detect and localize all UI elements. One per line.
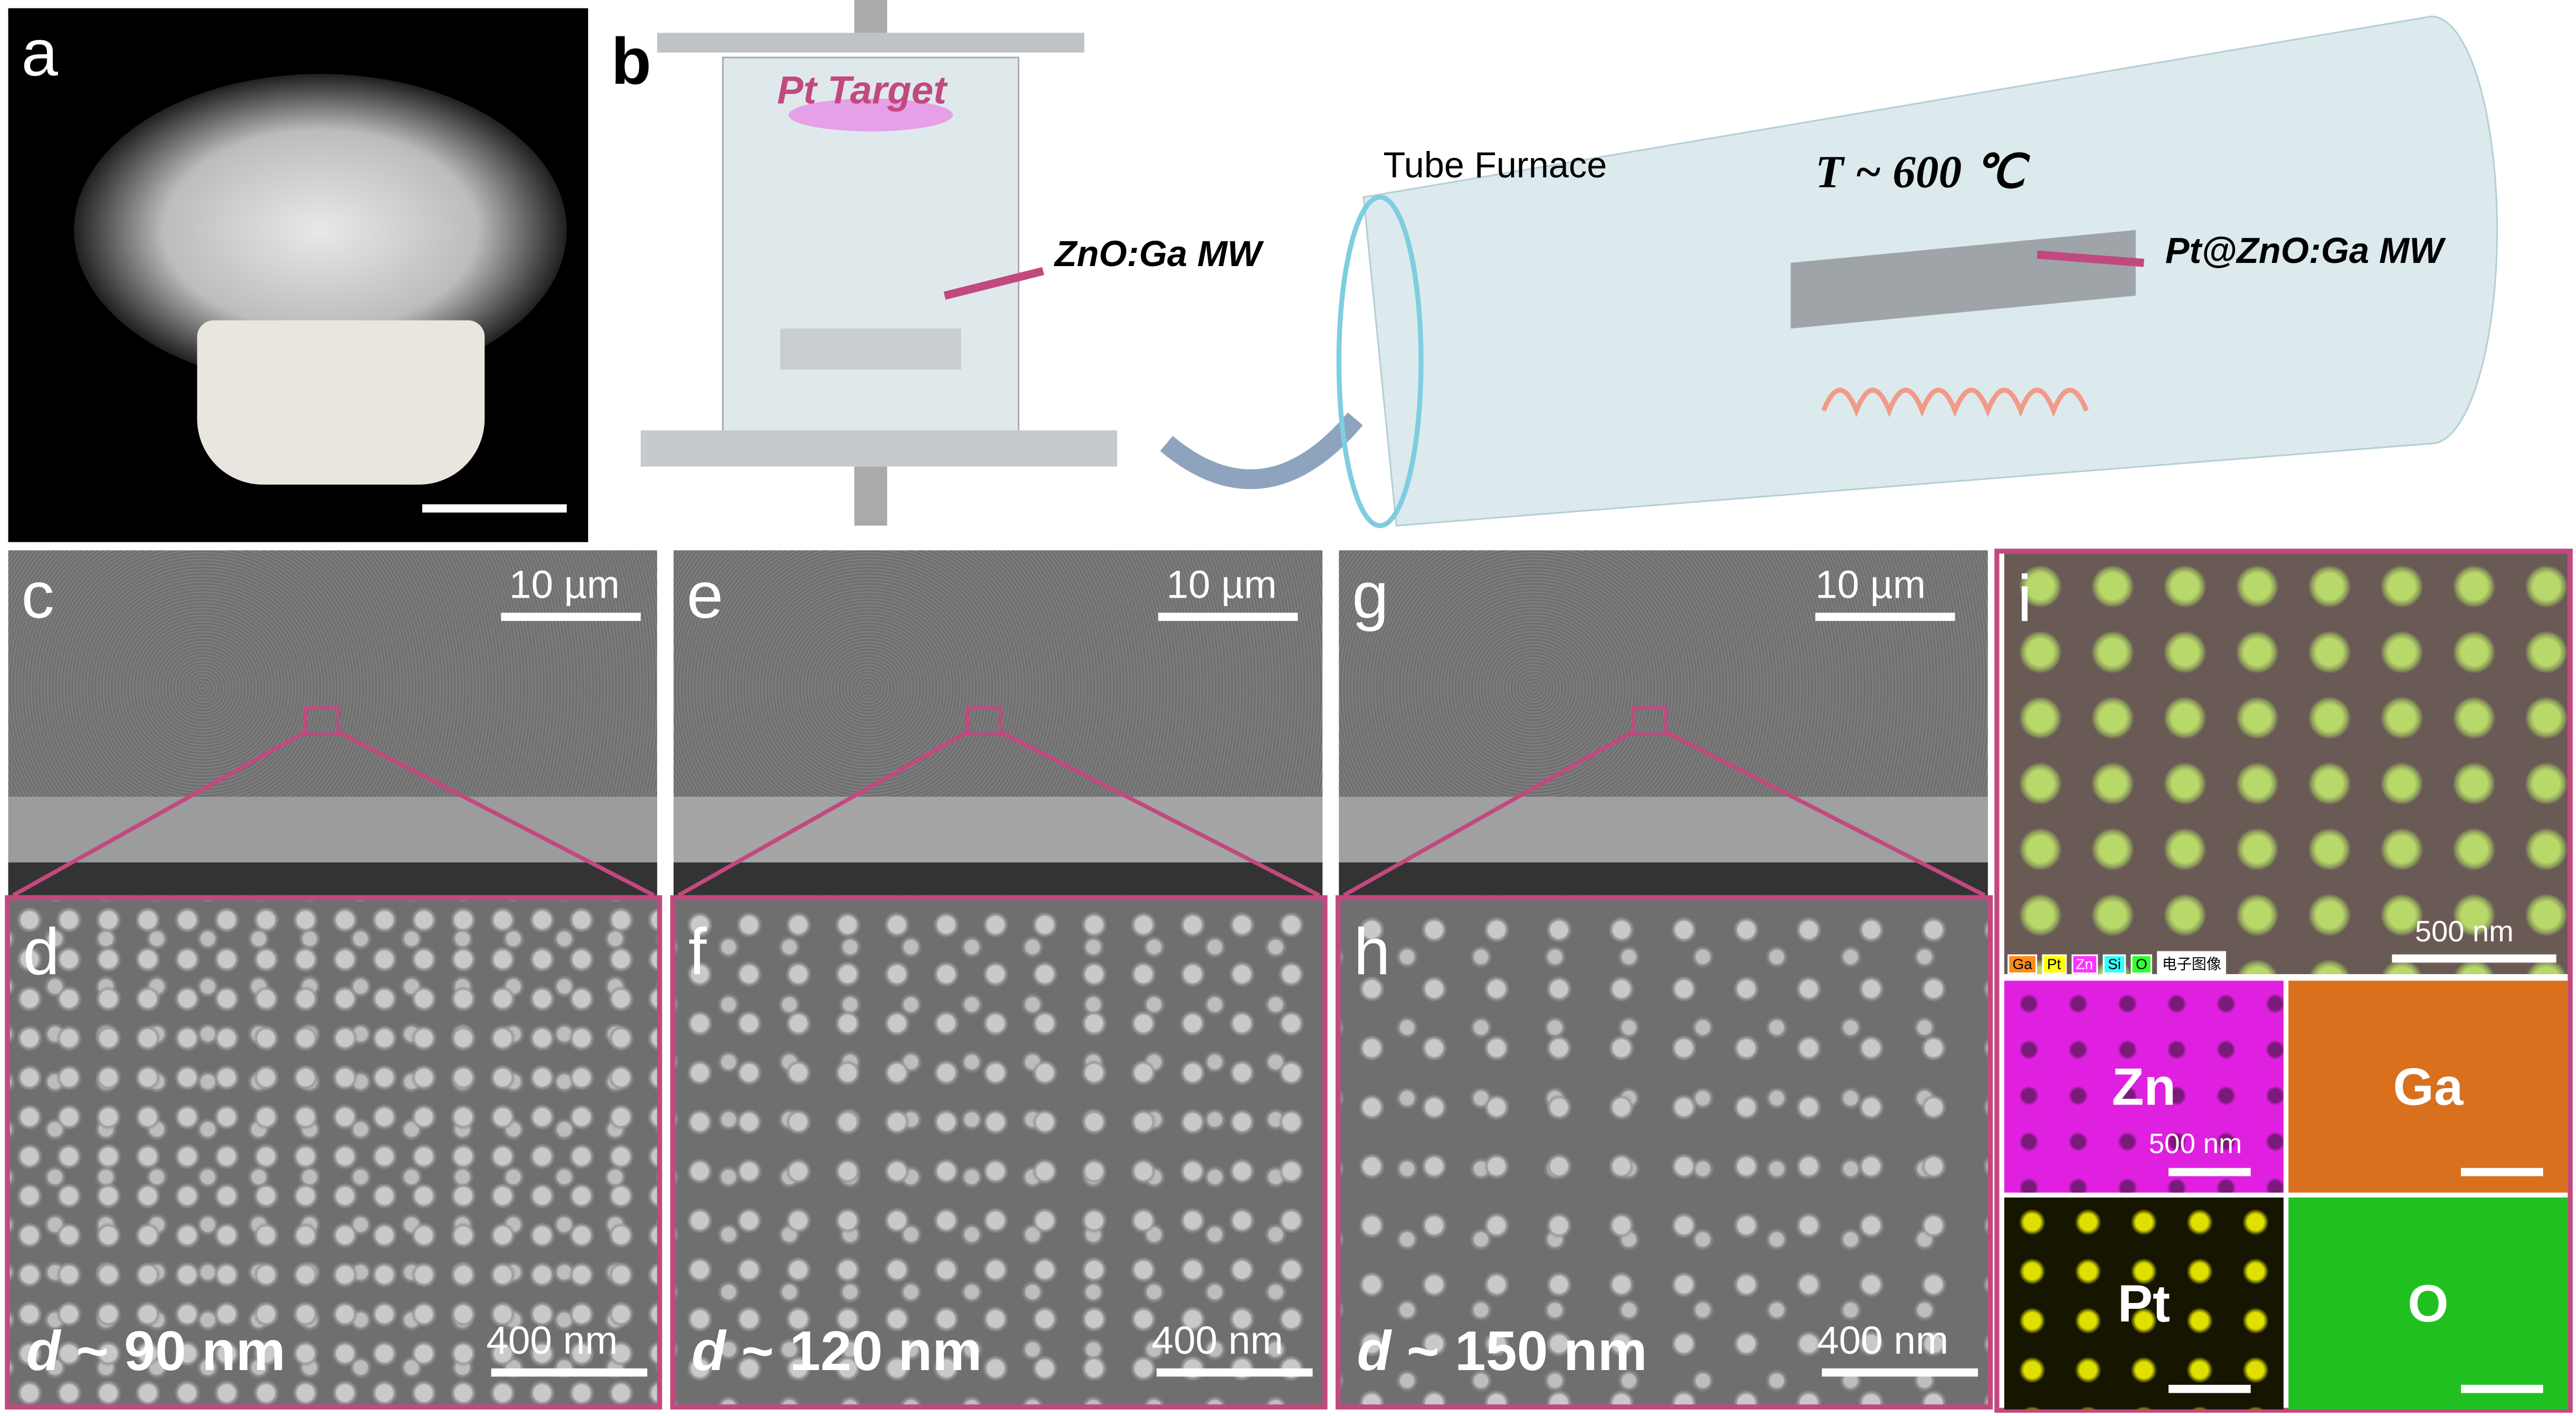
pt-target-label: Pt Target [777, 69, 947, 114]
panel-label-d: d [23, 917, 60, 989]
panel-h-sem: h d ~ 150 nm 400 nm [1336, 895, 1993, 1410]
sputter-lid [657, 33, 1085, 53]
panel-d-sem: d d ~ 90 nm 400 nm [5, 895, 662, 1410]
panel-label-f: f [688, 917, 707, 989]
panel-label-b: b [611, 26, 651, 99]
element-label: Pt [2117, 1273, 2171, 1333]
panel-label-h: h [1353, 917, 1390, 989]
furnace-label: Tube Furnace [1383, 144, 1607, 186]
scale-bar [1822, 1368, 1978, 1377]
eds-map-ga: Ga [2288, 980, 2568, 1193]
scale-bar [501, 612, 641, 621]
panel-label-a: a [21, 18, 58, 91]
product-label: Pt@ZnO:Ga MW [2165, 230, 2444, 271]
panel-b-schematic: b Pt Target ZnO:Ga MW Tube Furnace T ~ 6… [608, 0, 2576, 542]
panel-label-i: i [2017, 563, 2032, 636]
arrow-icon [943, 267, 1045, 300]
scale-bar-label: 500 nm [2414, 915, 2514, 948]
scale-bar-label: 400 nm [486, 1319, 618, 1364]
arrow-icon [1160, 412, 1363, 489]
scale-bar [422, 504, 567, 513]
arrow-icon [2037, 250, 2145, 267]
element-legend: Ga Pt Zn Si O 电子图像 [2007, 948, 2231, 977]
eds-overlay-map: i 500 nm Ga Pt Zn Si O 电子图像 [2004, 553, 2568, 977]
panel-a-photo: a [8, 8, 589, 542]
schematic-drawing [640, 0, 2498, 528]
legend-si: Si [2103, 954, 2126, 975]
heating-coil [1821, 388, 2089, 418]
panel-f-sem: f d ~ 120 nm 400 nm [670, 895, 1328, 1410]
panel-label-g: g [1352, 560, 1389, 633]
scale-bar [1815, 612, 1955, 621]
panel-i-eds: i 500 nm Ga Pt Zn Si O 电子图像 Zn 500 nm Ga Pt O [1994, 549, 2573, 1413]
scale-bar [1156, 1368, 1313, 1377]
scale-bar [2168, 1168, 2251, 1176]
legend-zn: Zn [2071, 954, 2098, 975]
scale-bar-label: 400 nm [1817, 1319, 1949, 1364]
pt-target [788, 98, 953, 131]
eds-map-zn: Zn 500 nm [2004, 980, 2284, 1193]
scale-bar [2168, 1384, 2251, 1393]
diameter-label: d ~ 120 nm [692, 1320, 982, 1383]
panel-c-sem: c 10 µm [8, 550, 657, 895]
scale-bar-label: 400 nm [1151, 1319, 1283, 1364]
diameter-label: d ~ 90 nm [26, 1320, 286, 1383]
mw-label: ZnO:Ga MW [1055, 233, 1262, 275]
legend-o: O [2130, 954, 2153, 975]
sputter-base [640, 430, 1117, 467]
substrate-stage [780, 328, 961, 370]
legend-electron-image: 电子图像 [2157, 951, 2227, 976]
element-label: Zn [2111, 1056, 2176, 1116]
scale-bar [1158, 612, 1298, 621]
element-label: Ga [2393, 1056, 2464, 1116]
eds-map-o: O [2288, 1197, 2568, 1410]
zoom-box [1631, 706, 1668, 736]
legend-pt: Pt [2042, 954, 2066, 975]
crucible [197, 320, 485, 485]
scale-bar-label: 500 nm [2148, 1128, 2242, 1160]
panel-label-c: c [21, 560, 54, 633]
zoom-box [965, 706, 1002, 736]
scale-bar-label: 10 µm [509, 563, 620, 608]
zoom-box [304, 706, 340, 736]
scale-bar [2392, 954, 2556, 963]
element-label: O [2408, 1273, 2449, 1333]
panel-label-e: e [686, 560, 724, 633]
scale-bar [2461, 1384, 2543, 1393]
scale-bar-label: 10 µm [1166, 563, 1277, 608]
scale-bar [2461, 1168, 2543, 1176]
scale-bar-label: 10 µm [1815, 563, 1926, 608]
scale-bar [491, 1368, 648, 1377]
diameter-label: d ~ 150 nm [1357, 1320, 1647, 1383]
legend-ga: Ga [2007, 954, 2038, 975]
temperature-label: T ~ 600 ℃ [1815, 148, 2025, 199]
eds-map-pt: Pt [2004, 1197, 2284, 1410]
